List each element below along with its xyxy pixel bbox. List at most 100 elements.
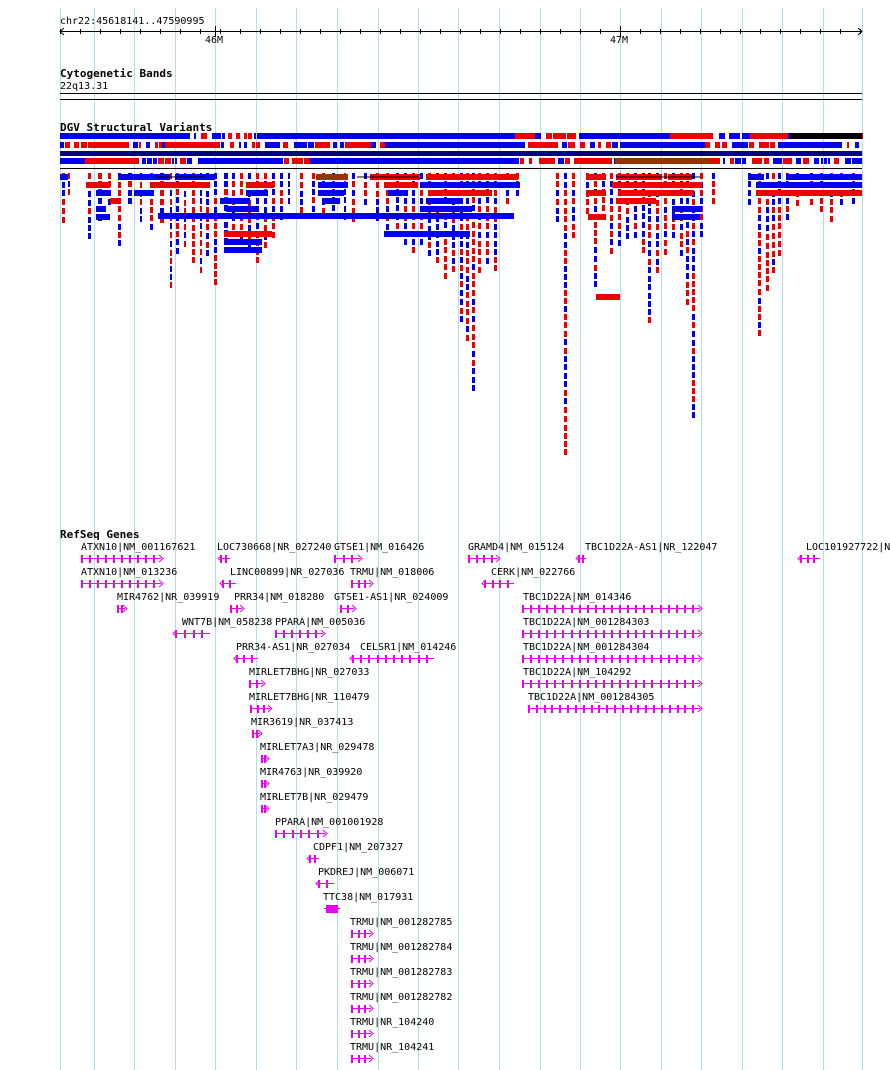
gene-model: [651, 680, 653, 688]
sv-feature: [160, 208, 164, 214]
sv-feature: [206, 233, 209, 239]
gene-label[interactable]: TBC1D22A|NM_014346: [523, 592, 632, 603]
sv-feature: [214, 189, 217, 195]
gene-model: [217, 554, 223, 563]
gene-label[interactable]: PRR34|NM_018280: [234, 592, 325, 603]
sv-feature: [486, 197, 489, 203]
gene-model: [351, 1005, 353, 1013]
sv-feature: [428, 190, 431, 196]
track-title-dgv[interactable]: DGV Structural Variants: [60, 121, 213, 134]
gene-label[interactable]: TBC1D22A|NM_001284304: [523, 642, 650, 653]
gene-label[interactable]: TBC1D22A|NM_104292: [523, 667, 632, 678]
gene-model: [583, 705, 585, 713]
sv-feature: [586, 182, 589, 188]
gene-model: [351, 555, 353, 563]
gene-model: [619, 680, 621, 688]
gene-label[interactable]: ATXN10|NM_013236: [81, 567, 178, 578]
sv-feature: [692, 265, 695, 271]
gene-label[interactable]: TTC38|NM_017931: [323, 892, 414, 903]
sv-feature: [672, 214, 700, 220]
sv-feature: [642, 231, 645, 237]
sv-feature: [686, 231, 689, 237]
gene-label[interactable]: ATXN10|NM_001167621: [81, 542, 196, 553]
gene-model: [495, 554, 501, 563]
gene-model: [121, 605, 123, 613]
gene-model: [358, 1030, 360, 1038]
gene-label[interactable]: TBC1D22A-AS1|NR_122047: [585, 542, 718, 553]
sv-feature: [750, 133, 788, 139]
sv-feature: [420, 190, 423, 196]
gene-label[interactable]: CERK|NM_022766: [491, 567, 576, 578]
sv-feature: [428, 217, 431, 223]
gene-label[interactable]: MIRLET7B|NR_029479: [260, 792, 369, 803]
gene-label[interactable]: TRMU|NM_001282784: [350, 942, 453, 953]
gene-label[interactable]: LINC00899|NR_027036: [230, 567, 345, 578]
sv-feature: [98, 173, 102, 179]
sv-feature: [506, 198, 509, 204]
gene-model: [113, 555, 115, 563]
gene-label[interactable]: TBC1D22A|NM_001284305: [528, 692, 655, 703]
gene-model: [364, 1055, 366, 1063]
sv-feature: [564, 216, 567, 222]
gene-model: [522, 605, 524, 613]
sv-feature: [772, 199, 775, 205]
gene-label[interactable]: LOC101927722|NR_110993: [806, 542, 890, 553]
gene-label[interactable]: PRR34-AS1|NR_027034: [236, 642, 351, 653]
gene-label[interactable]: WNT7B|NM_058238: [182, 617, 273, 628]
gene-label[interactable]: CDPF1|NM_207327: [313, 842, 404, 853]
gene-model: [153, 555, 155, 563]
gene-model: [603, 655, 605, 663]
sv-feature: [680, 250, 683, 256]
gene-label[interactable]: MIR4763|NR_039920: [260, 767, 363, 778]
gene-label[interactable]: GRAMD4|NM_015124: [468, 542, 565, 553]
gene-label[interactable]: TRMU|NM_001282782: [350, 992, 453, 1003]
gene-model: [611, 605, 613, 613]
sv-feature: [352, 208, 355, 214]
gene-model: [603, 630, 605, 638]
gene-model: [351, 1030, 353, 1038]
gene-label[interactable]: TRMU|NM_001282785: [350, 917, 453, 928]
gene-model: [614, 705, 616, 713]
sv-feature: [256, 173, 259, 179]
gene-model: [591, 705, 593, 713]
gene-label[interactable]: PPARA|NM_001001928: [275, 817, 384, 828]
gene-label[interactable]: MIR3619|NR_037413: [251, 717, 354, 728]
sv-feature: [466, 250, 469, 256]
gene-label[interactable]: CELSR1|NM_014246: [360, 642, 457, 653]
gene-label[interactable]: GTSE1|NM_016426: [334, 542, 425, 553]
gene-label[interactable]: TRMU|NR_104240: [350, 1017, 435, 1028]
sv-feature: [240, 181, 243, 187]
cytoband-label: 22q13.31: [60, 81, 109, 92]
gene-label[interactable]: MIRLET7BHG|NR_110479: [249, 692, 370, 703]
gene-label[interactable]: MIRLET7A3|NR_029478: [260, 742, 375, 753]
gene-model: [522, 655, 524, 663]
sv-feature: [610, 239, 613, 245]
sv-feature: [700, 190, 703, 196]
sv-feature: [656, 241, 659, 247]
track-title-refseq[interactable]: RefSeq Genes: [60, 528, 140, 541]
sv-feature: [206, 207, 209, 213]
gene-model: [264, 805, 266, 813]
gene-label[interactable]: MIR4762|NR_039919: [117, 592, 220, 603]
gene-label[interactable]: PPARA|NM_005036: [275, 617, 366, 628]
gene-label[interactable]: GTSE1-AS1|NR_024009: [334, 592, 449, 603]
sv-feature: [466, 335, 469, 341]
sv-feature: [656, 267, 659, 273]
gene-label[interactable]: PKDREJ|NM_006071: [318, 867, 415, 878]
sv-feature: [564, 233, 567, 239]
sv-feature: [786, 198, 789, 204]
gene-label[interactable]: TRMU|NM_001282783: [350, 967, 453, 978]
track-title-cytobands[interactable]: Cytogenetic Bands: [60, 67, 173, 80]
sv-feature: [264, 225, 267, 231]
sv-feature: [60, 158, 85, 164]
gene-label[interactable]: TBC1D22A|NM_001284303: [523, 617, 650, 628]
gene-label[interactable]: TRMU|NM_018006: [350, 567, 435, 578]
sv-feature: [288, 181, 290, 187]
gene-label[interactable]: LOC730668|NR_027240: [217, 542, 332, 553]
sv-feature: [466, 301, 469, 307]
gene-model: [546, 605, 548, 613]
gene-label[interactable]: TRMU|NR_104241: [350, 1042, 435, 1053]
gene-label[interactable]: MIRLET7BHG|NR_027033: [249, 667, 370, 678]
sv-feature: [634, 223, 637, 229]
sv-feature: [118, 215, 121, 221]
